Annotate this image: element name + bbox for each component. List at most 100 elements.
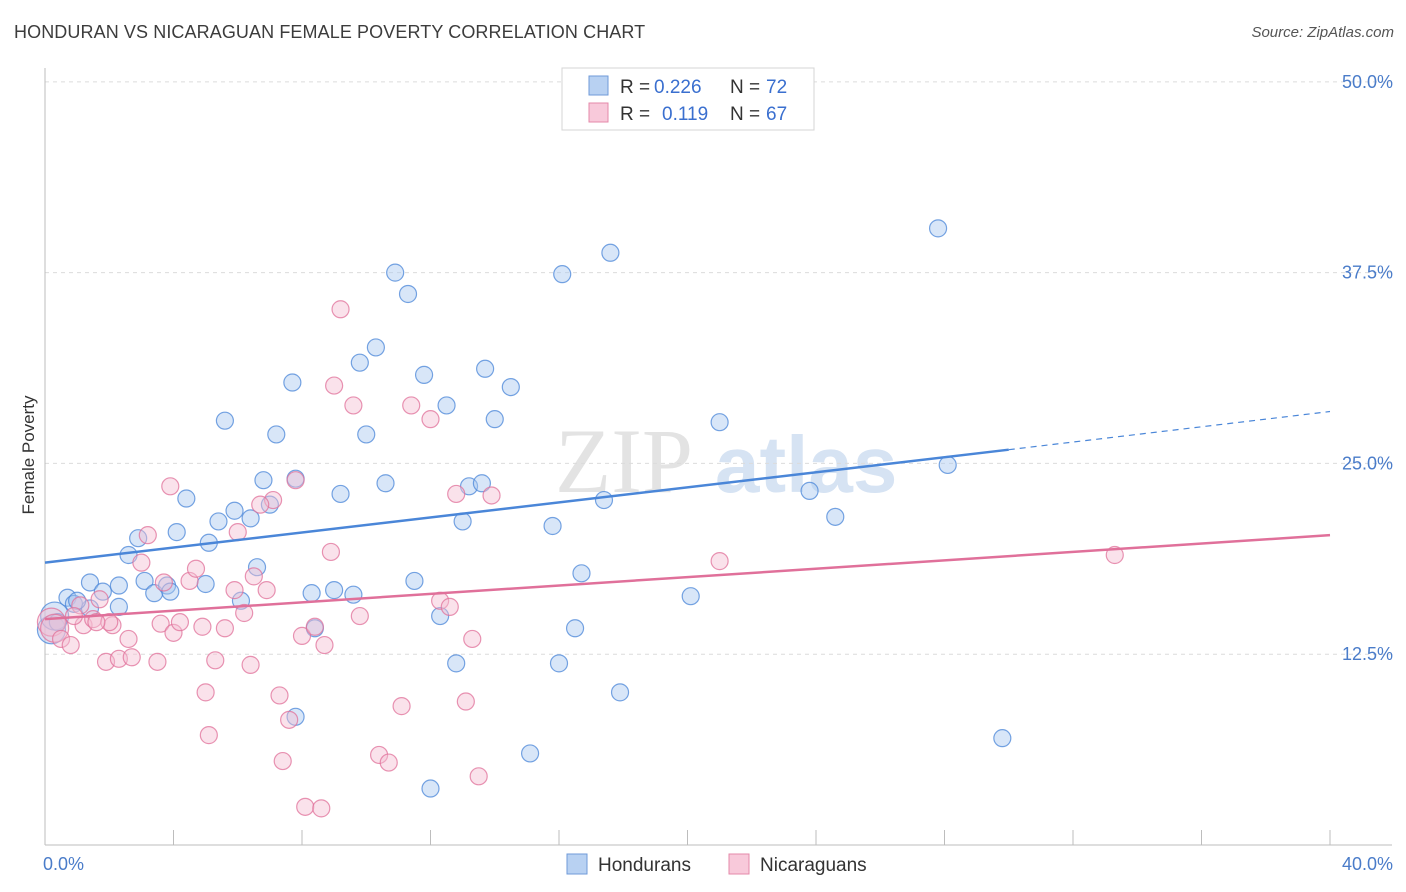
nicaraguan-point — [90, 590, 109, 609]
legend-r-value-hondurans: 0.226 — [654, 77, 702, 98]
honduran-point — [344, 585, 363, 604]
honduran-point — [135, 571, 154, 591]
nicaraguan-point — [312, 799, 331, 818]
y-tick-label: 50.0% — [1342, 72, 1393, 92]
nicaraguan-point — [122, 648, 141, 667]
honduran-point — [520, 744, 540, 763]
legend-n-value-hondurans: 72 — [766, 77, 787, 98]
nicaraguan-point — [331, 300, 350, 319]
nicaraguan-point — [710, 552, 729, 571]
honduran-point — [405, 571, 424, 591]
honduran-point — [421, 779, 440, 798]
nicaraguan-point — [235, 603, 254, 623]
nicaraguan-point — [456, 692, 475, 711]
nicaraguan-point — [164, 623, 183, 642]
nicaraguan-point — [71, 596, 90, 615]
bottom-legend-label-hondurans: Hondurans — [598, 855, 691, 876]
nicaraguan-point — [447, 484, 466, 504]
legend-n-label-nicaraguans: N = — [730, 104, 760, 125]
nicaraguan-point — [402, 396, 421, 415]
honduran-point — [572, 564, 591, 583]
nicaraguan-point — [392, 697, 411, 716]
nicaraguan-point — [61, 635, 80, 655]
honduran-point — [80, 573, 100, 592]
honduran-point — [325, 581, 344, 600]
nicaraguan-point — [370, 745, 389, 765]
tick-labels: 12.5% 25.0% 37.5% 50.0% 0.0% 40.0% — [43, 72, 1393, 874]
nicaraguan-point — [463, 629, 482, 649]
nicaraguan-point — [440, 597, 459, 616]
nicaraguan-point — [196, 683, 215, 702]
honduran-point — [366, 338, 385, 357]
honduran-point — [928, 219, 948, 238]
honduran-point — [215, 411, 234, 430]
honduran-point — [472, 474, 491, 493]
watermark-atlas: atlas — [715, 420, 897, 509]
honduran-point — [437, 396, 456, 415]
legend-r-label-nicaraguans: R = — [620, 104, 650, 125]
nicaraguan-point — [1105, 545, 1124, 565]
honduran-point — [431, 606, 450, 626]
nicaraguan-point — [251, 495, 270, 514]
honduran-point — [710, 413, 729, 432]
hondurans-trend-extension — [1008, 410, 1331, 451]
bottom-legend: Hondurans Nicaraguans — [566, 853, 867, 876]
nicaraguan-point — [215, 619, 234, 638]
legend-r-label-hondurans: R = — [620, 77, 650, 98]
nicaraguan-point — [51, 629, 71, 649]
legend-swatch-hondurans — [588, 75, 609, 96]
honduran-point — [225, 501, 244, 520]
honduran-point — [476, 359, 495, 378]
legend-swatch-nicaraguans — [588, 102, 609, 123]
honduran-point — [447, 654, 466, 673]
legend-n-label-hondurans: N = — [730, 77, 760, 98]
honduran-point — [485, 410, 504, 429]
honduran-point — [267, 425, 286, 444]
nicaraguan-point — [325, 376, 344, 395]
nicaraguans-points — [36, 300, 1124, 818]
nicaraguan-point — [170, 613, 190, 632]
y-axis-title: Female Poverty — [19, 395, 38, 515]
bottom-legend-label-nicaraguans: Nicaraguans — [760, 855, 867, 876]
nicaraguan-point — [273, 751, 292, 771]
honduran-point — [681, 587, 700, 606]
honduran-point — [610, 683, 630, 702]
nicaraguan-point — [132, 553, 151, 572]
nicaraguan-point — [421, 410, 440, 429]
nicaraguan-point — [270, 686, 289, 705]
x-tick-label: 40.0% — [1342, 854, 1393, 874]
y-tick-label: 25.0% — [1342, 453, 1393, 473]
nicaraguan-point — [321, 542, 341, 562]
nicaraguan-point — [292, 626, 312, 645]
honduran-point — [414, 365, 434, 384]
nicaraguan-point — [469, 767, 488, 786]
honduran-point — [350, 353, 369, 372]
honduran-point — [386, 263, 405, 282]
nicaraguan-point — [257, 581, 276, 600]
nicaraguan-point — [199, 726, 218, 745]
axes — [44, 68, 1392, 846]
nicaraguan-point — [225, 581, 244, 600]
nicaraguan-point — [193, 617, 212, 636]
legend-n-value-nicaraguans: 67 — [766, 104, 787, 125]
honduran-point — [283, 373, 302, 392]
bottom-legend-swatch-hondurans — [566, 853, 588, 875]
y-tick-label: 12.5% — [1342, 644, 1393, 664]
honduran-point — [109, 576, 128, 595]
honduran-point — [543, 516, 562, 536]
honduran-point — [938, 455, 957, 475]
nicaraguans-trend-line — [44, 533, 1331, 621]
nicaraguan-point — [138, 526, 157, 545]
source-label: Source: ZipAtlas.com — [1251, 24, 1394, 41]
nicaraguan-point — [87, 613, 106, 632]
honduran-point — [196, 574, 215, 594]
nicaraguan-point — [315, 635, 334, 655]
hondurans-points — [36, 219, 1012, 798]
nicaraguan-point — [154, 573, 173, 592]
trend-lines — [44, 410, 1331, 621]
honduran-point — [331, 484, 350, 504]
watermark-zip: ZIP — [555, 410, 693, 512]
honduran-point — [398, 284, 418, 304]
hondurans-trend-line — [44, 448, 1009, 564]
